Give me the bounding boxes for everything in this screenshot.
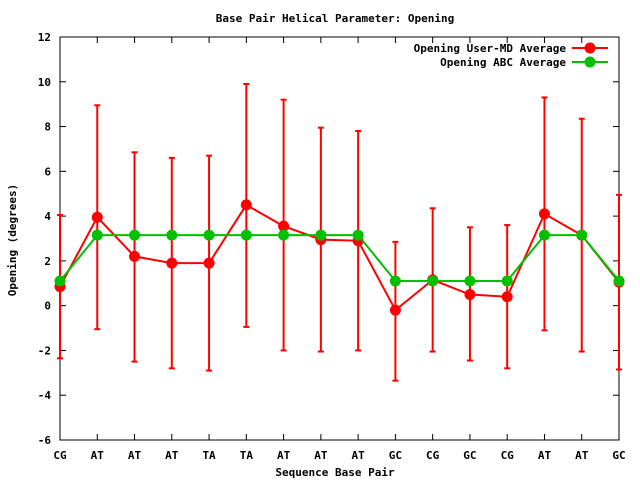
x-tick-label: AT (352, 449, 366, 462)
x-tick-label: AT (165, 449, 179, 462)
data-point (240, 229, 252, 241)
x-tick-label: AT (128, 449, 142, 462)
data-point (389, 275, 401, 287)
data-point (464, 288, 476, 300)
plot-frame (59, 36, 620, 441)
y-tick-label: 6 (44, 165, 51, 178)
data-point (203, 229, 215, 241)
data-point (278, 220, 290, 232)
data-point (352, 229, 364, 241)
data-point (91, 211, 103, 223)
data-point (278, 229, 290, 241)
data-point (501, 291, 513, 303)
data-point (129, 229, 141, 241)
data-point (240, 199, 252, 211)
y-tick-label: -2 (38, 344, 51, 357)
legend-label: Opening ABC Average (440, 56, 566, 69)
x-tick-label: CG (426, 449, 440, 462)
legend-label: Opening User-MD Average (414, 42, 567, 55)
data-point (315, 229, 327, 241)
y-tick-label: 2 (44, 255, 51, 268)
data-point (427, 275, 439, 287)
data-point (203, 257, 215, 269)
data-point (389, 304, 401, 316)
plot-area (54, 83, 625, 382)
data-point (54, 275, 66, 287)
x-tick-label: AT (314, 449, 328, 462)
series-line (59, 234, 620, 282)
x-tick-label: GC (463, 449, 476, 462)
y-tick-label: -4 (38, 389, 52, 402)
x-tick-label: GC (389, 449, 402, 462)
chart-title: Base Pair Helical Parameter: Opening (216, 12, 454, 25)
data-point (129, 250, 141, 262)
data-point (464, 275, 476, 287)
y-tick-label: 10 (38, 76, 51, 89)
data-point (501, 275, 513, 287)
data-point (613, 275, 625, 287)
y-tick-label: 4 (44, 210, 51, 223)
x-axis-label: Sequence Base Pair (275, 466, 395, 479)
data-point (538, 229, 550, 241)
x-axis: CG AT AT AT TA TA AT AT AT GC CG GC CG AT AT GC (53, 37, 626, 462)
x-tick-label: CG (501, 449, 515, 462)
x-tick-label: TA (240, 449, 254, 462)
x-tick-label: AT (277, 449, 291, 462)
x-tick-label: TA (202, 449, 216, 462)
x-tick-label: AT (538, 449, 552, 462)
y-tick-label: 12 (38, 31, 51, 44)
x-tick-label: AT (575, 449, 589, 462)
series-2 (54, 229, 625, 287)
data-point (166, 257, 178, 269)
series-1 (54, 83, 625, 382)
data-point (538, 208, 550, 220)
data-point (166, 229, 178, 241)
legend-marker (584, 56, 596, 68)
x-tick-label: AT (91, 449, 105, 462)
data-point (91, 229, 103, 241)
y-tick-label: 0 (44, 300, 51, 313)
data-point (576, 229, 588, 241)
y-axis-label: Opening (degrees) (6, 184, 19, 297)
y-tick-label: 8 (44, 121, 51, 134)
x-tick-label: GC (612, 449, 625, 462)
y-tick-label: -6 (38, 434, 52, 447)
legend-marker (584, 42, 596, 54)
x-tick-label: CG (53, 449, 67, 462)
series-line (59, 203, 620, 312)
